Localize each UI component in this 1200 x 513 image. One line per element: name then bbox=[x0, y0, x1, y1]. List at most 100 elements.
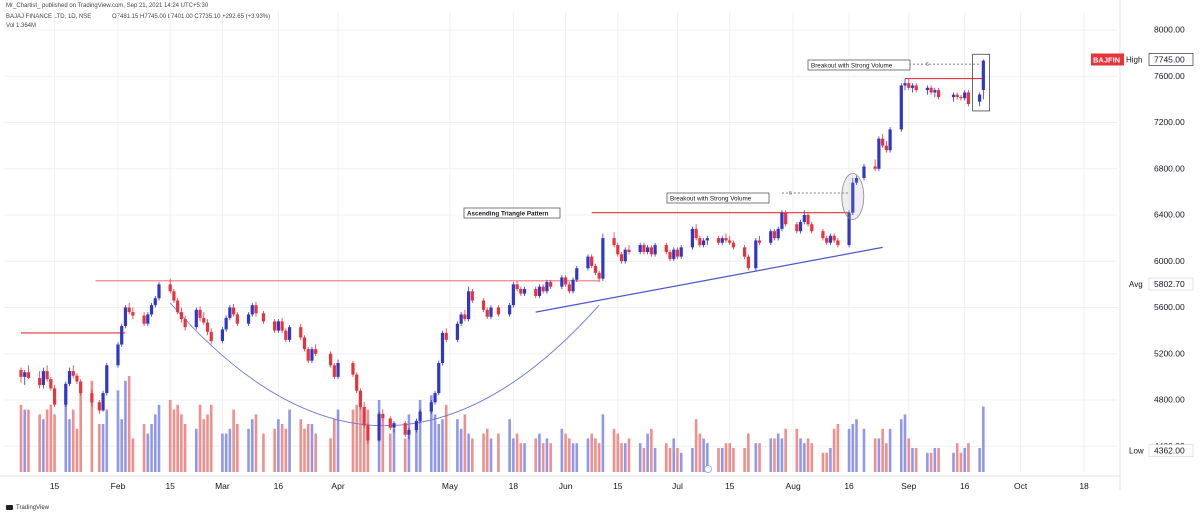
volume-bar bbox=[250, 419, 254, 472]
candle-body bbox=[966, 92, 971, 104]
volume-bar bbox=[303, 428, 306, 472]
volume-bar bbox=[855, 419, 858, 472]
candle-body bbox=[202, 317, 206, 323]
breakout1-annotation-text: Breakout with Strong Volume bbox=[670, 195, 752, 202]
candle-body bbox=[172, 291, 176, 301]
candle-body bbox=[149, 305, 154, 315]
candle-body bbox=[720, 238, 724, 243]
volume-bar bbox=[306, 424, 310, 472]
volume-bar bbox=[142, 424, 146, 472]
price-tick-label: 6000.00 bbox=[1154, 256, 1185, 266]
time-tick-label: 16 bbox=[274, 481, 284, 491]
volume-bar bbox=[627, 438, 631, 472]
volume-bar bbox=[79, 390, 82, 472]
volume-bar bbox=[694, 419, 698, 472]
candle-body bbox=[978, 94, 982, 102]
volume-bar bbox=[418, 400, 422, 472]
volume-bar bbox=[176, 404, 179, 472]
candle-body bbox=[560, 277, 564, 287]
time-tick-label: Aug bbox=[786, 481, 801, 491]
candle-body bbox=[45, 371, 49, 380]
candle-body bbox=[306, 349, 310, 361]
candle-body bbox=[79, 381, 83, 394]
volume-bar bbox=[982, 406, 985, 472]
candle-body bbox=[668, 252, 672, 259]
volume-bar bbox=[597, 443, 601, 472]
candle-body bbox=[716, 238, 721, 243]
volume-bar bbox=[590, 433, 593, 472]
triangle-annotation-text: Ascending Triangle Pattern bbox=[467, 210, 549, 217]
volume-bar bbox=[594, 438, 597, 472]
symbol-line: BAJAJ FINANCE LTD, 1D, NSE bbox=[6, 14, 92, 20]
candle-body bbox=[467, 291, 471, 320]
volume-bar bbox=[534, 438, 538, 472]
candle-body bbox=[728, 240, 732, 243]
candle-body bbox=[366, 425, 370, 441]
volume-bar bbox=[933, 448, 937, 472]
volume-bar bbox=[888, 428, 892, 472]
candle-body bbox=[646, 247, 650, 252]
volume-bar bbox=[299, 419, 303, 472]
triangle-annotation-box bbox=[463, 207, 561, 219]
candle-body bbox=[888, 129, 892, 151]
candle-body bbox=[832, 235, 836, 241]
high-value-box bbox=[1148, 53, 1194, 66]
candle-body bbox=[802, 215, 806, 222]
candle-body bbox=[873, 166, 877, 169]
volume-bar bbox=[153, 414, 157, 472]
candle-body bbox=[847, 212, 851, 246]
volume-bar bbox=[333, 419, 336, 472]
volume-bar bbox=[620, 443, 623, 472]
high-value-text: 7745.00 bbox=[1154, 54, 1185, 64]
volume-bar bbox=[146, 433, 150, 472]
volume-bar bbox=[885, 443, 888, 472]
volume-bar bbox=[545, 438, 549, 472]
volume-bar bbox=[45, 409, 49, 472]
volume-bar bbox=[467, 433, 470, 472]
volume-bar bbox=[832, 428, 836, 472]
volume-bar bbox=[280, 424, 284, 472]
volume-bar bbox=[825, 452, 828, 472]
candle-body bbox=[511, 284, 515, 306]
volume-bar bbox=[463, 414, 467, 472]
candle-body bbox=[49, 379, 53, 389]
volume-bar bbox=[586, 438, 590, 472]
candle-body bbox=[642, 245, 646, 252]
candle-body bbox=[414, 420, 418, 431]
volume-bar bbox=[638, 443, 642, 472]
volume-bar bbox=[679, 452, 683, 472]
candle-body bbox=[437, 363, 441, 394]
candle-body bbox=[280, 321, 284, 331]
candle-body bbox=[701, 240, 706, 246]
candle-body bbox=[772, 231, 777, 239]
volume-bar bbox=[198, 404, 202, 472]
candle-body bbox=[120, 326, 124, 345]
candle-body bbox=[355, 374, 359, 391]
avg-value-box bbox=[1148, 277, 1194, 291]
tradingview-logo-icon bbox=[6, 505, 13, 510]
volume-bar bbox=[784, 428, 787, 472]
candle-body bbox=[332, 365, 336, 377]
price-tick-label: 8000.00 bbox=[1154, 25, 1185, 35]
candle-body bbox=[287, 327, 292, 340]
candle-body bbox=[586, 256, 590, 269]
volume-bar bbox=[646, 433, 649, 472]
time-tick-label: Oct bbox=[1014, 481, 1028, 491]
candle-body bbox=[795, 224, 799, 232]
time-tick-label: Feb bbox=[111, 481, 126, 491]
candle-body bbox=[955, 94, 959, 98]
time-tick-label: 15 bbox=[613, 481, 623, 491]
symbol-label-text: BAJFIN bbox=[1093, 55, 1120, 64]
volume-bar bbox=[232, 409, 235, 472]
candle-body bbox=[41, 371, 45, 385]
volume-bar bbox=[116, 390, 120, 472]
candle-body bbox=[590, 256, 594, 266]
candle-body bbox=[232, 307, 236, 315]
volume-bar bbox=[329, 438, 332, 472]
candle-body bbox=[481, 300, 486, 310]
time-tick-label: 15 bbox=[165, 481, 175, 491]
candle-body bbox=[910, 85, 915, 88]
candle-body bbox=[679, 247, 683, 257]
